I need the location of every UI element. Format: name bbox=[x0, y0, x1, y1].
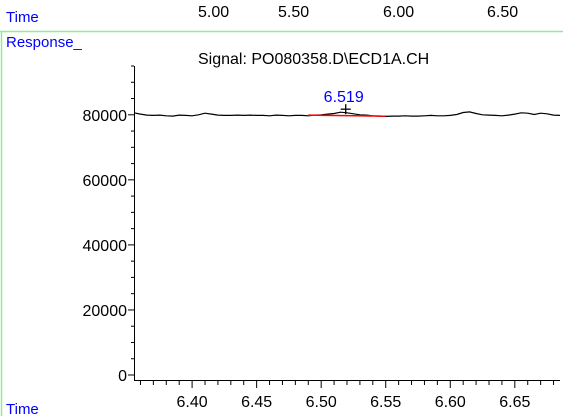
peak-annotation: 6.519 bbox=[308, 89, 386, 117]
series-group bbox=[133, 111, 561, 118]
peak-baseline bbox=[308, 114, 386, 117]
x-tick-label: 6.60 bbox=[435, 394, 466, 411]
y-axis-label: Response_ bbox=[6, 34, 83, 51]
peak-label: 6.519 bbox=[324, 89, 364, 106]
top-tick-label: 5.00 bbox=[198, 4, 229, 21]
x-tick-label: 6.65 bbox=[499, 394, 530, 411]
top-time-ticks: 5.00 5.50 6.00 6.50 bbox=[198, 4, 518, 21]
top-time-label: Time bbox=[6, 9, 39, 26]
y-axis-ticks: 0 20000 40000 60000 80000 bbox=[83, 65, 134, 385]
y-tick-label: 40000 bbox=[83, 238, 128, 255]
y-tick-label: 60000 bbox=[83, 173, 128, 190]
x-tick-label: 6.50 bbox=[306, 394, 337, 411]
y-tick-label: 80000 bbox=[83, 108, 128, 125]
y-tick-label: 20000 bbox=[83, 303, 128, 320]
chart-title: Signal: PO080358.D\ECD1A.CH bbox=[198, 51, 429, 68]
signal-trace bbox=[133, 111, 561, 118]
y-tick-label: 0 bbox=[118, 368, 127, 385]
x-axis-label: Time bbox=[6, 401, 39, 416]
top-tick-label: 6.50 bbox=[487, 4, 518, 21]
top-tick-label: 5.50 bbox=[278, 4, 309, 21]
top-tick-label: 6.00 bbox=[383, 4, 414, 21]
x-tick-label: 6.40 bbox=[177, 394, 208, 411]
x-axis-ticks: 6.40 6.45 6.50 6.55 6.60 6.65 bbox=[139, 381, 555, 411]
x-tick-label: 6.55 bbox=[370, 394, 401, 411]
x-tick-label: 6.45 bbox=[241, 394, 272, 411]
